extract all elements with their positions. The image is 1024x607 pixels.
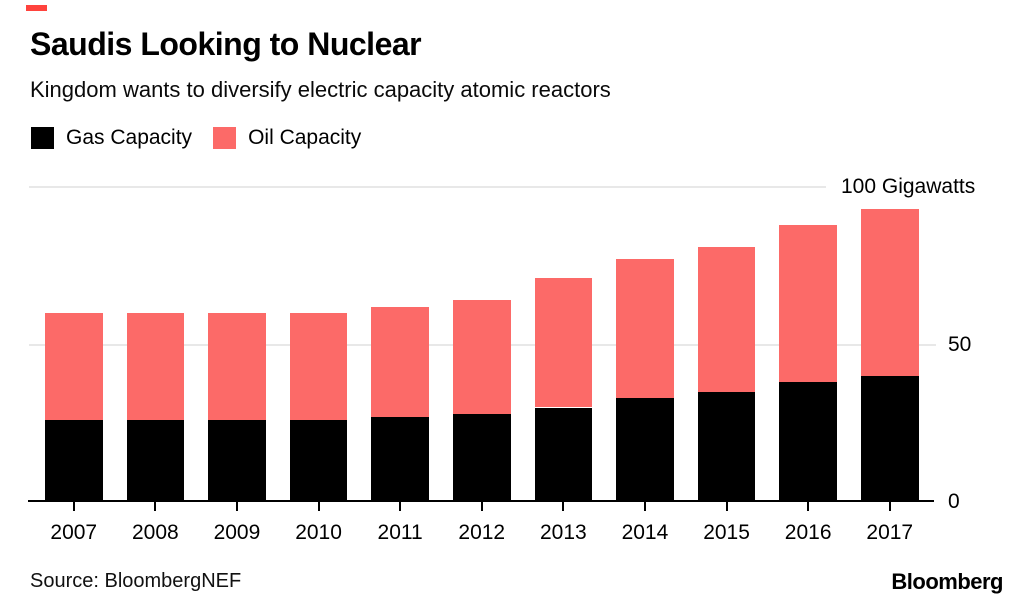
x-axis-tick: [154, 502, 157, 511]
bar-segment-2015-gas-capacity: [697, 391, 756, 502]
bar-segment-2009-gas-capacity: [208, 420, 266, 502]
bar-segment-2014-gas-capacity: [616, 398, 674, 502]
x-axis-label-2013: 2013: [539, 521, 587, 544]
legend-swatch-icon: [213, 126, 237, 149]
legend-swatch-icon: [31, 126, 54, 149]
x-axis-label-2007: 2007: [50, 521, 98, 544]
legend-label: Gas Capacity: [66, 126, 193, 149]
gridline-100: [29, 186, 826, 188]
bar-segment-2014-oil-capacity: [616, 259, 674, 399]
x-axis-tick: [235, 502, 238, 511]
legend-item: Gas Capacity: [31, 126, 192, 149]
bar-segment-2011-oil-capacity: [371, 306, 429, 417]
bar-segment-2015-oil-capacity: [697, 246, 756, 392]
y-axis-label-100: 100 Gigawatts: [841, 175, 976, 198]
x-axis-tick: [399, 502, 402, 511]
brand-accent-tick: [26, 5, 47, 11]
x-axis-label-2010: 2010: [295, 521, 342, 544]
bar-segment-2011-gas-capacity: [371, 416, 429, 502]
bloomberg-logo: Bloomberg: [891, 569, 1003, 594]
x-axis-tick: [725, 502, 728, 511]
x-axis-tick: [888, 502, 891, 511]
bar-segment-2010-oil-capacity: [289, 313, 348, 421]
bar-segment-2017-gas-capacity: [861, 376, 919, 502]
chart-title: Saudis Looking to Nuclear: [30, 26, 422, 62]
x-axis-label-2016: 2016: [784, 521, 832, 544]
legend-label: Oil Capacity: [248, 126, 362, 149]
x-axis-label-2008: 2008: [131, 521, 179, 544]
chart-legend: Gas Capacity Oil Capacity: [31, 126, 361, 149]
x-axis-tick: [317, 502, 320, 511]
x-axis-label-2012: 2012: [458, 521, 506, 544]
bar-segment-2012-gas-capacity: [453, 413, 511, 502]
y-axis-label-50: 50: [948, 332, 972, 356]
bar-segment-2007-gas-capacity: [45, 420, 103, 502]
bar-segment-2008-oil-capacity: [126, 313, 185, 421]
legend-item: Oil Capacity: [213, 126, 361, 149]
bar-segment-2007-oil-capacity: [45, 313, 103, 421]
y-axis-label-0: 0: [948, 490, 960, 513]
x-axis-tick: [562, 502, 565, 511]
bar-segment-2016-oil-capacity: [779, 224, 837, 383]
x-axis-label-2017: 2017: [866, 521, 914, 544]
bar-segment-2012-oil-capacity: [453, 300, 511, 414]
bar-segment-2016-gas-capacity: [779, 382, 837, 502]
x-axis-tick: [807, 502, 810, 511]
x-axis-label-2015: 2015: [703, 521, 750, 544]
x-axis-label-2014: 2014: [621, 521, 669, 544]
bar-segment-2013-gas-capacity: [534, 407, 593, 502]
x-axis-tick: [480, 502, 483, 511]
bar-segment-2008-gas-capacity: [126, 420, 185, 502]
bar-segment-2013-oil-capacity: [534, 278, 593, 408]
bar-segment-2010-gas-capacity: [289, 420, 348, 502]
source-attribution: Source: BloombergNEF: [30, 570, 242, 592]
x-axis-tick: [72, 502, 75, 511]
chart-subtitle: Kingdom wants to diversify electric capa…: [30, 77, 611, 102]
x-axis-label-2011: 2011: [377, 521, 423, 544]
bar-segment-2017-oil-capacity: [861, 209, 919, 376]
bar-segment-2009-oil-capacity: [208, 313, 266, 421]
x-axis-label-2009: 2009: [213, 521, 261, 544]
x-axis-tick: [643, 502, 646, 511]
